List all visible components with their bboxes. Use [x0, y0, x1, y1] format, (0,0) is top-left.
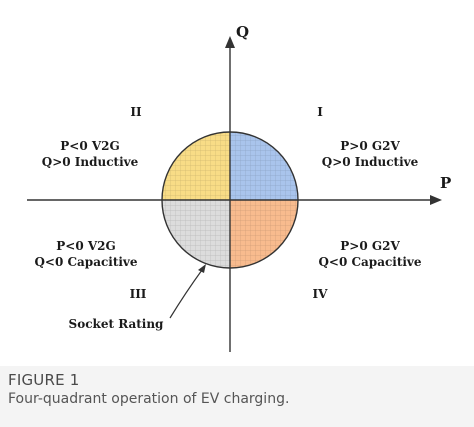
q-axis-arrowhead — [225, 36, 235, 48]
quadrant-ii-power-label: P<0 V2G — [60, 139, 120, 153]
figure-number: FIGURE 1 — [8, 371, 80, 389]
quadrant-ii-reactive-label: Q>0 Inductive — [42, 155, 139, 169]
caption-text: Four-quadrant operation of EV charging. — [8, 391, 290, 407]
p-axis-label: P — [440, 174, 451, 192]
four-quadrant-diagram: P Q I II III IV P>0 G2V Q>0 Inductive P<… — [27, 23, 451, 352]
quadrant-iv-reactive-label: Q<0 Capacitive — [318, 255, 421, 269]
q-axis-label: Q — [236, 23, 249, 41]
socket-rating-pointer — [169, 269, 203, 319]
quadrant-iv-power-label: P>0 G2V — [340, 239, 400, 253]
quadrant-iv-numeral: IV — [313, 287, 329, 301]
quadrant-i-reactive-label: Q>0 Inductive — [322, 155, 419, 169]
quadrant-iii-reactive-label: Q<0 Capacitive — [34, 255, 137, 269]
figure-caption: FIGURE 1 Four-quadrant operation of EV c… — [0, 366, 474, 427]
socket-rating-pointer-arrowhead — [198, 264, 206, 273]
quadrant-i-power-label: P>0 G2V — [340, 139, 400, 153]
p-axis-arrowhead — [430, 195, 442, 205]
quadrant-iii-numeral: III — [130, 287, 147, 301]
socket-rating-label: Socket Rating — [69, 317, 164, 331]
quadrant-iii-power-label: P<0 V2G — [56, 239, 116, 253]
figure-panel: P Q I II III IV P>0 G2V Q>0 Inductive P<… — [27, 23, 452, 352]
quadrant-ii-numeral: II — [130, 105, 142, 119]
quadrant-i-numeral: I — [317, 105, 323, 119]
